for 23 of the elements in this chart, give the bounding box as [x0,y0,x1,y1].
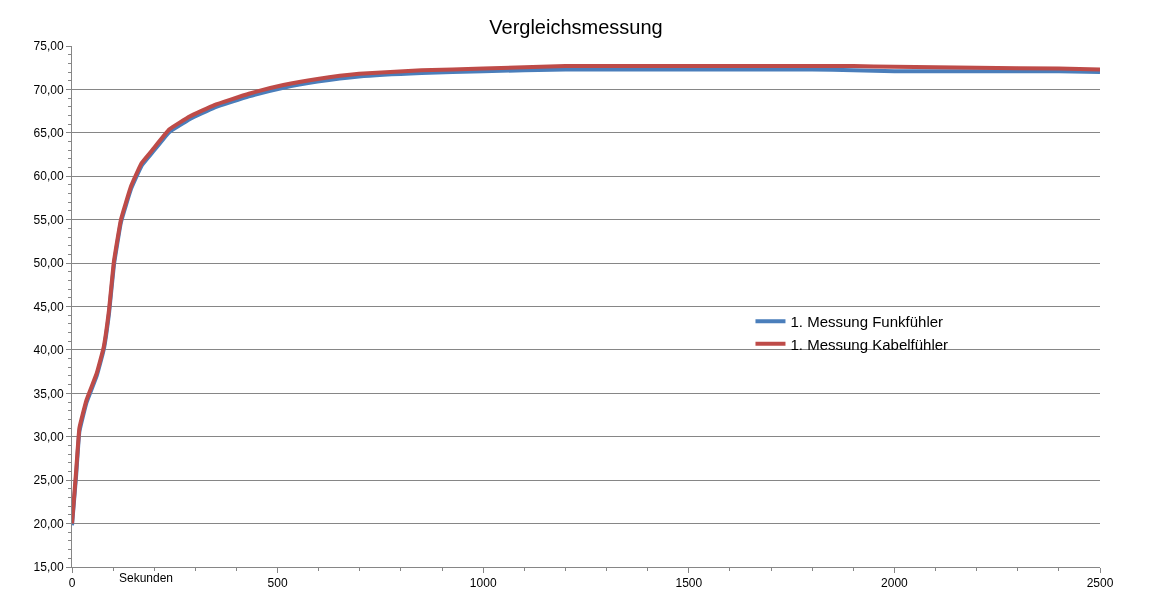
x-tick-label: 500 [267,576,288,591]
y-tick-label: 25,00 [33,473,64,488]
x-axis-title: Sekunden [119,571,174,585]
y-tick-label: 75,00 [33,39,64,54]
x-tick-label: 1500 [675,576,703,591]
y-tick-label: 20,00 [33,516,64,531]
legend-label: 1. Messung Funkfühler [790,313,944,331]
y-tick-label: 60,00 [33,169,64,184]
x-tick-label: 1000 [469,576,497,591]
chart-title: Vergleichsmessung [489,15,663,38]
y-tick-label: 40,00 [33,343,64,358]
legend-label: 1. Messung Kabelfühler [790,335,949,353]
y-tick-label: 30,00 [33,429,64,444]
y-tick-label: 65,00 [33,126,64,141]
y-tick-label: 45,00 [33,299,64,314]
x-tick-label: 0 [68,576,76,591]
x-tick-label: 2000 [881,576,909,591]
x-tick-label: 2500 [1086,576,1114,591]
y-tick-label: 50,00 [33,256,64,271]
y-tick-label: 55,00 [33,212,64,227]
y-tick-label: 15,00 [33,560,64,575]
y-tick-label: 35,00 [33,386,64,401]
y-tick-label: 70,00 [33,82,64,97]
